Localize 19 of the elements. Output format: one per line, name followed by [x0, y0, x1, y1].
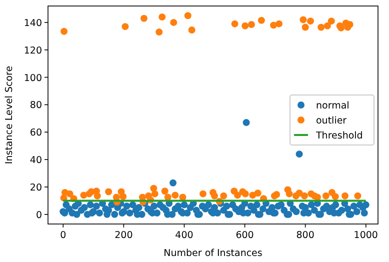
legend-label: Threshold — [315, 130, 363, 142]
y-tick-label: 20 — [30, 182, 42, 194]
x-tick-label: 600 — [236, 230, 254, 241]
x-axis-title: Number of Instances — [164, 248, 262, 259]
y-tick-label: 80 — [30, 100, 42, 112]
y-tick-label: 100 — [24, 72, 42, 84]
x-tick-label: 0 — [60, 230, 66, 241]
legend-label: normal — [316, 100, 350, 112]
x-tick-label: 1000 — [354, 230, 378, 241]
y-tick-label: 40 — [30, 155, 42, 166]
x-tick-label: 800 — [296, 230, 314, 241]
x-tick-label: 400 — [175, 230, 194, 241]
x-tick-label: 200 — [114, 230, 133, 241]
y-tick-label: 60 — [30, 128, 42, 139]
y-tick-label: 0 — [36, 210, 42, 221]
y-axis-title: Instance Level Score — [4, 66, 15, 164]
y-tick-label: 140 — [24, 18, 42, 29]
y-tick-label: 120 — [24, 45, 42, 56]
legend-label: outlier — [316, 116, 347, 126]
